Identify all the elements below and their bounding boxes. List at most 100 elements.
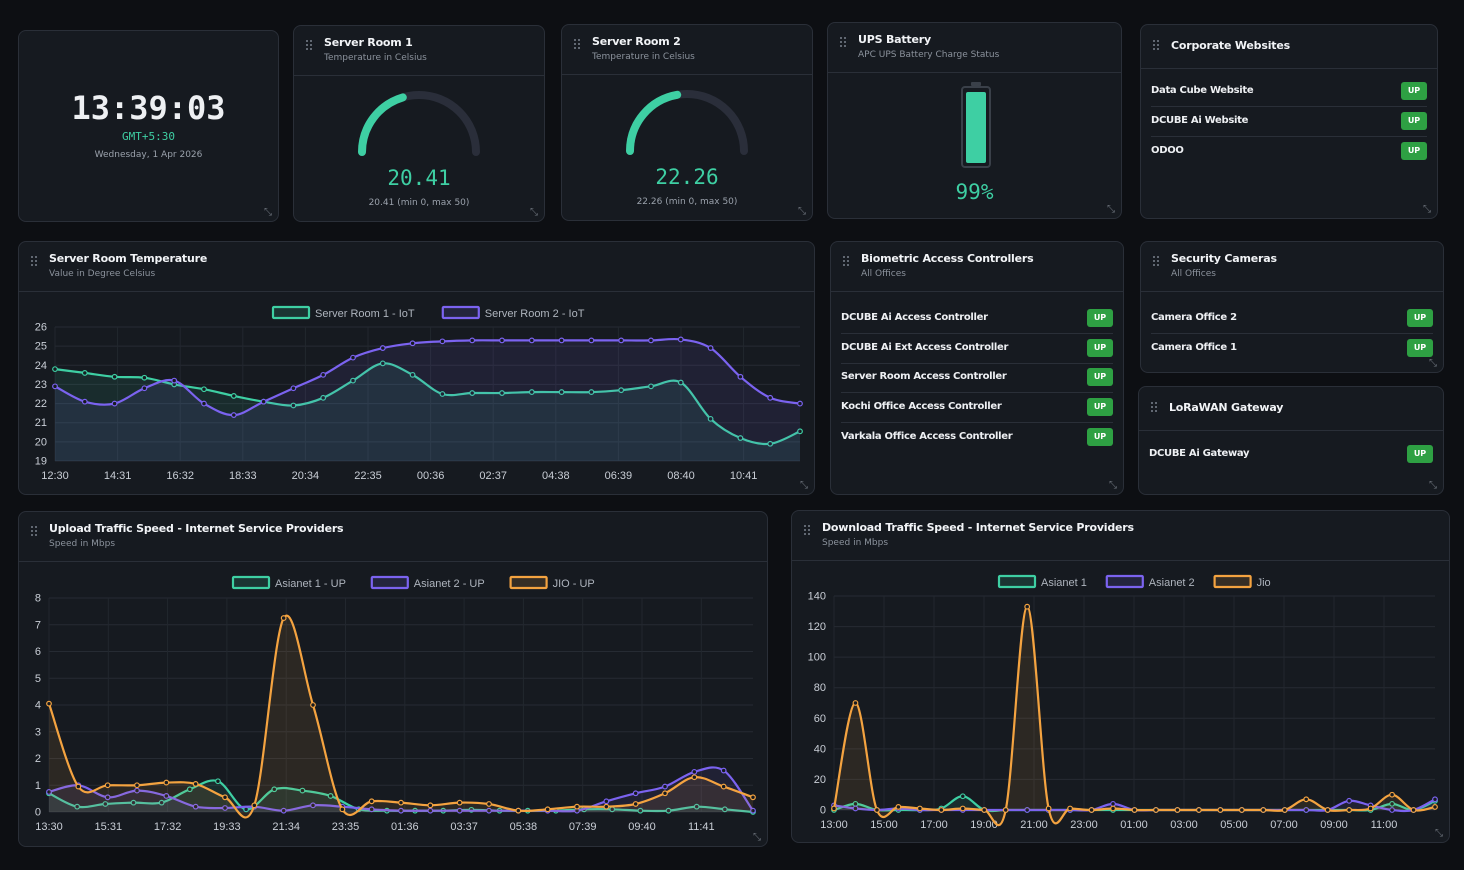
status-badge: UP xyxy=(1087,428,1113,446)
data-point xyxy=(350,377,356,384)
data-point xyxy=(350,354,356,361)
x-tick-label: 11:00 xyxy=(1371,819,1398,831)
resize-icon[interactable]: ⤡ xyxy=(530,207,538,218)
resize-icon[interactable]: ⤡ xyxy=(798,206,806,217)
data-point xyxy=(665,807,672,814)
data-point xyxy=(130,799,137,806)
y-tick-label: 6 xyxy=(35,646,41,658)
drag-handle-icon[interactable] xyxy=(1151,402,1159,414)
panel-title: Server Room Temperature xyxy=(49,252,208,265)
x-tick-label: 16:32 xyxy=(166,470,194,482)
drag-handle-icon[interactable] xyxy=(574,39,582,51)
x-tick-label: 23:35 xyxy=(332,821,360,833)
panel-header: Server Room 2 Temperature in Celsius xyxy=(562,25,812,75)
x-tick-label: 15:00 xyxy=(870,819,898,831)
data-point xyxy=(767,440,774,447)
y-tick-label: 7 xyxy=(35,619,41,631)
y-tick-label: 21 xyxy=(35,417,47,429)
data-point xyxy=(163,779,170,786)
data-point xyxy=(916,805,923,812)
camera-row[interactable]: Camera Office 1 UP xyxy=(1151,334,1433,364)
data-point xyxy=(427,802,434,809)
drag-handle-icon[interactable] xyxy=(840,37,848,49)
x-tick-label: 07:00 xyxy=(1270,819,1298,831)
data-point xyxy=(588,337,595,344)
data-point xyxy=(46,700,52,707)
y-tick-label: 120 xyxy=(808,621,826,633)
data-point xyxy=(1303,796,1310,803)
panel-title: UPS Battery xyxy=(858,33,931,46)
drag-handle-icon[interactable] xyxy=(843,256,851,268)
drag-handle-icon[interactable] xyxy=(306,40,314,52)
y-tick-label: 23 xyxy=(35,379,47,391)
x-tick-label: 23:00 xyxy=(1070,819,1098,831)
data-point xyxy=(1024,807,1031,813)
controller-name: Server Room Access Controller xyxy=(841,371,1007,382)
battery-fill xyxy=(966,91,986,163)
y-tick-label: 25 xyxy=(35,341,47,353)
resize-icon[interactable]: ⤡ xyxy=(753,832,761,843)
data-point xyxy=(1174,807,1181,813)
data-point xyxy=(1346,807,1353,813)
drag-handle-icon[interactable] xyxy=(31,256,39,268)
resize-icon[interactable]: ⤡ xyxy=(1107,204,1115,215)
resize-icon[interactable]: ⤡ xyxy=(1429,358,1437,369)
gauge-range: 20.41 (min 0, max 50) xyxy=(368,198,470,208)
ups-battery-panel: UPS Battery APC UPS Battery Charge Statu… xyxy=(827,22,1122,219)
controller-row[interactable]: Kochi Office Access Controller UP xyxy=(841,393,1113,423)
controller-row[interactable]: Server Room Access Controller UP xyxy=(841,363,1113,393)
drag-handle-icon[interactable] xyxy=(1153,256,1161,268)
resize-icon[interactable]: ⤡ xyxy=(1429,480,1437,491)
legend-swatch xyxy=(370,575,409,590)
series-area xyxy=(55,363,800,461)
x-tick-label: 02:37 xyxy=(479,470,507,482)
camera-row[interactable]: Camera Office 2 UP xyxy=(1151,304,1433,334)
controller-row[interactable]: Varkala Office Access Controller UP xyxy=(841,423,1113,453)
data-point xyxy=(1153,807,1159,813)
data-point xyxy=(102,801,109,807)
data-point xyxy=(693,803,700,810)
data-point xyxy=(486,801,492,807)
website-row[interactable]: DCUBE Ai Website UP xyxy=(1151,107,1427,137)
gauge-range: 22.26 (min 0, max 50) xyxy=(636,197,738,207)
resize-icon[interactable]: ⤡ xyxy=(800,480,808,491)
panel-header: LoRaWAN Gateway xyxy=(1139,387,1443,431)
y-tick-label: 5 xyxy=(35,673,41,685)
data-point xyxy=(230,393,237,399)
status-badge: UP xyxy=(1407,339,1433,357)
data-point xyxy=(603,798,610,805)
y-tick-label: 24 xyxy=(35,360,47,372)
controller-row[interactable]: DCUBE Ai Ext Access Controller UP xyxy=(841,334,1113,364)
drag-handle-icon[interactable] xyxy=(1153,40,1161,52)
gateway-name: DCUBE Ai Gateway xyxy=(1149,448,1250,459)
resize-icon[interactable]: ⤡ xyxy=(1109,480,1117,491)
website-name: Data Cube Website xyxy=(1151,85,1254,96)
legend-swatch xyxy=(1105,574,1144,589)
data-point xyxy=(456,799,463,806)
controller-name: DCUBE Ai Access Controller xyxy=(841,312,988,323)
panel-subtitle: All Offices xyxy=(1171,269,1216,279)
website-row[interactable]: Data Cube Website UP xyxy=(1151,77,1427,107)
y-tick-label: 8 xyxy=(35,593,41,605)
data-point xyxy=(499,390,505,396)
x-tick-label: 03:37 xyxy=(450,821,478,833)
drag-handle-icon[interactable] xyxy=(31,526,39,538)
data-point xyxy=(134,787,140,794)
x-tick-label: 21:00 xyxy=(1020,819,1048,831)
drag-handle-icon[interactable] xyxy=(804,525,812,537)
resize-icon[interactable]: ⤡ xyxy=(1435,828,1443,839)
website-row[interactable]: ODOO UP xyxy=(1151,137,1427,167)
data-point xyxy=(260,398,267,405)
data-point xyxy=(469,390,476,396)
gateway-row[interactable]: DCUBE Ai Gateway UP xyxy=(1149,440,1433,470)
resize-icon[interactable]: ⤡ xyxy=(1423,204,1431,215)
data-point xyxy=(603,803,610,810)
y-tick-label: 0 xyxy=(820,805,826,817)
resize-icon[interactable]: ⤡ xyxy=(264,207,272,218)
data-point xyxy=(1024,603,1031,610)
data-point xyxy=(171,377,178,384)
data-point xyxy=(192,781,199,787)
controller-row[interactable]: DCUBE Ai Access Controller UP xyxy=(841,304,1113,334)
data-point xyxy=(327,793,334,799)
data-point xyxy=(1281,807,1288,813)
